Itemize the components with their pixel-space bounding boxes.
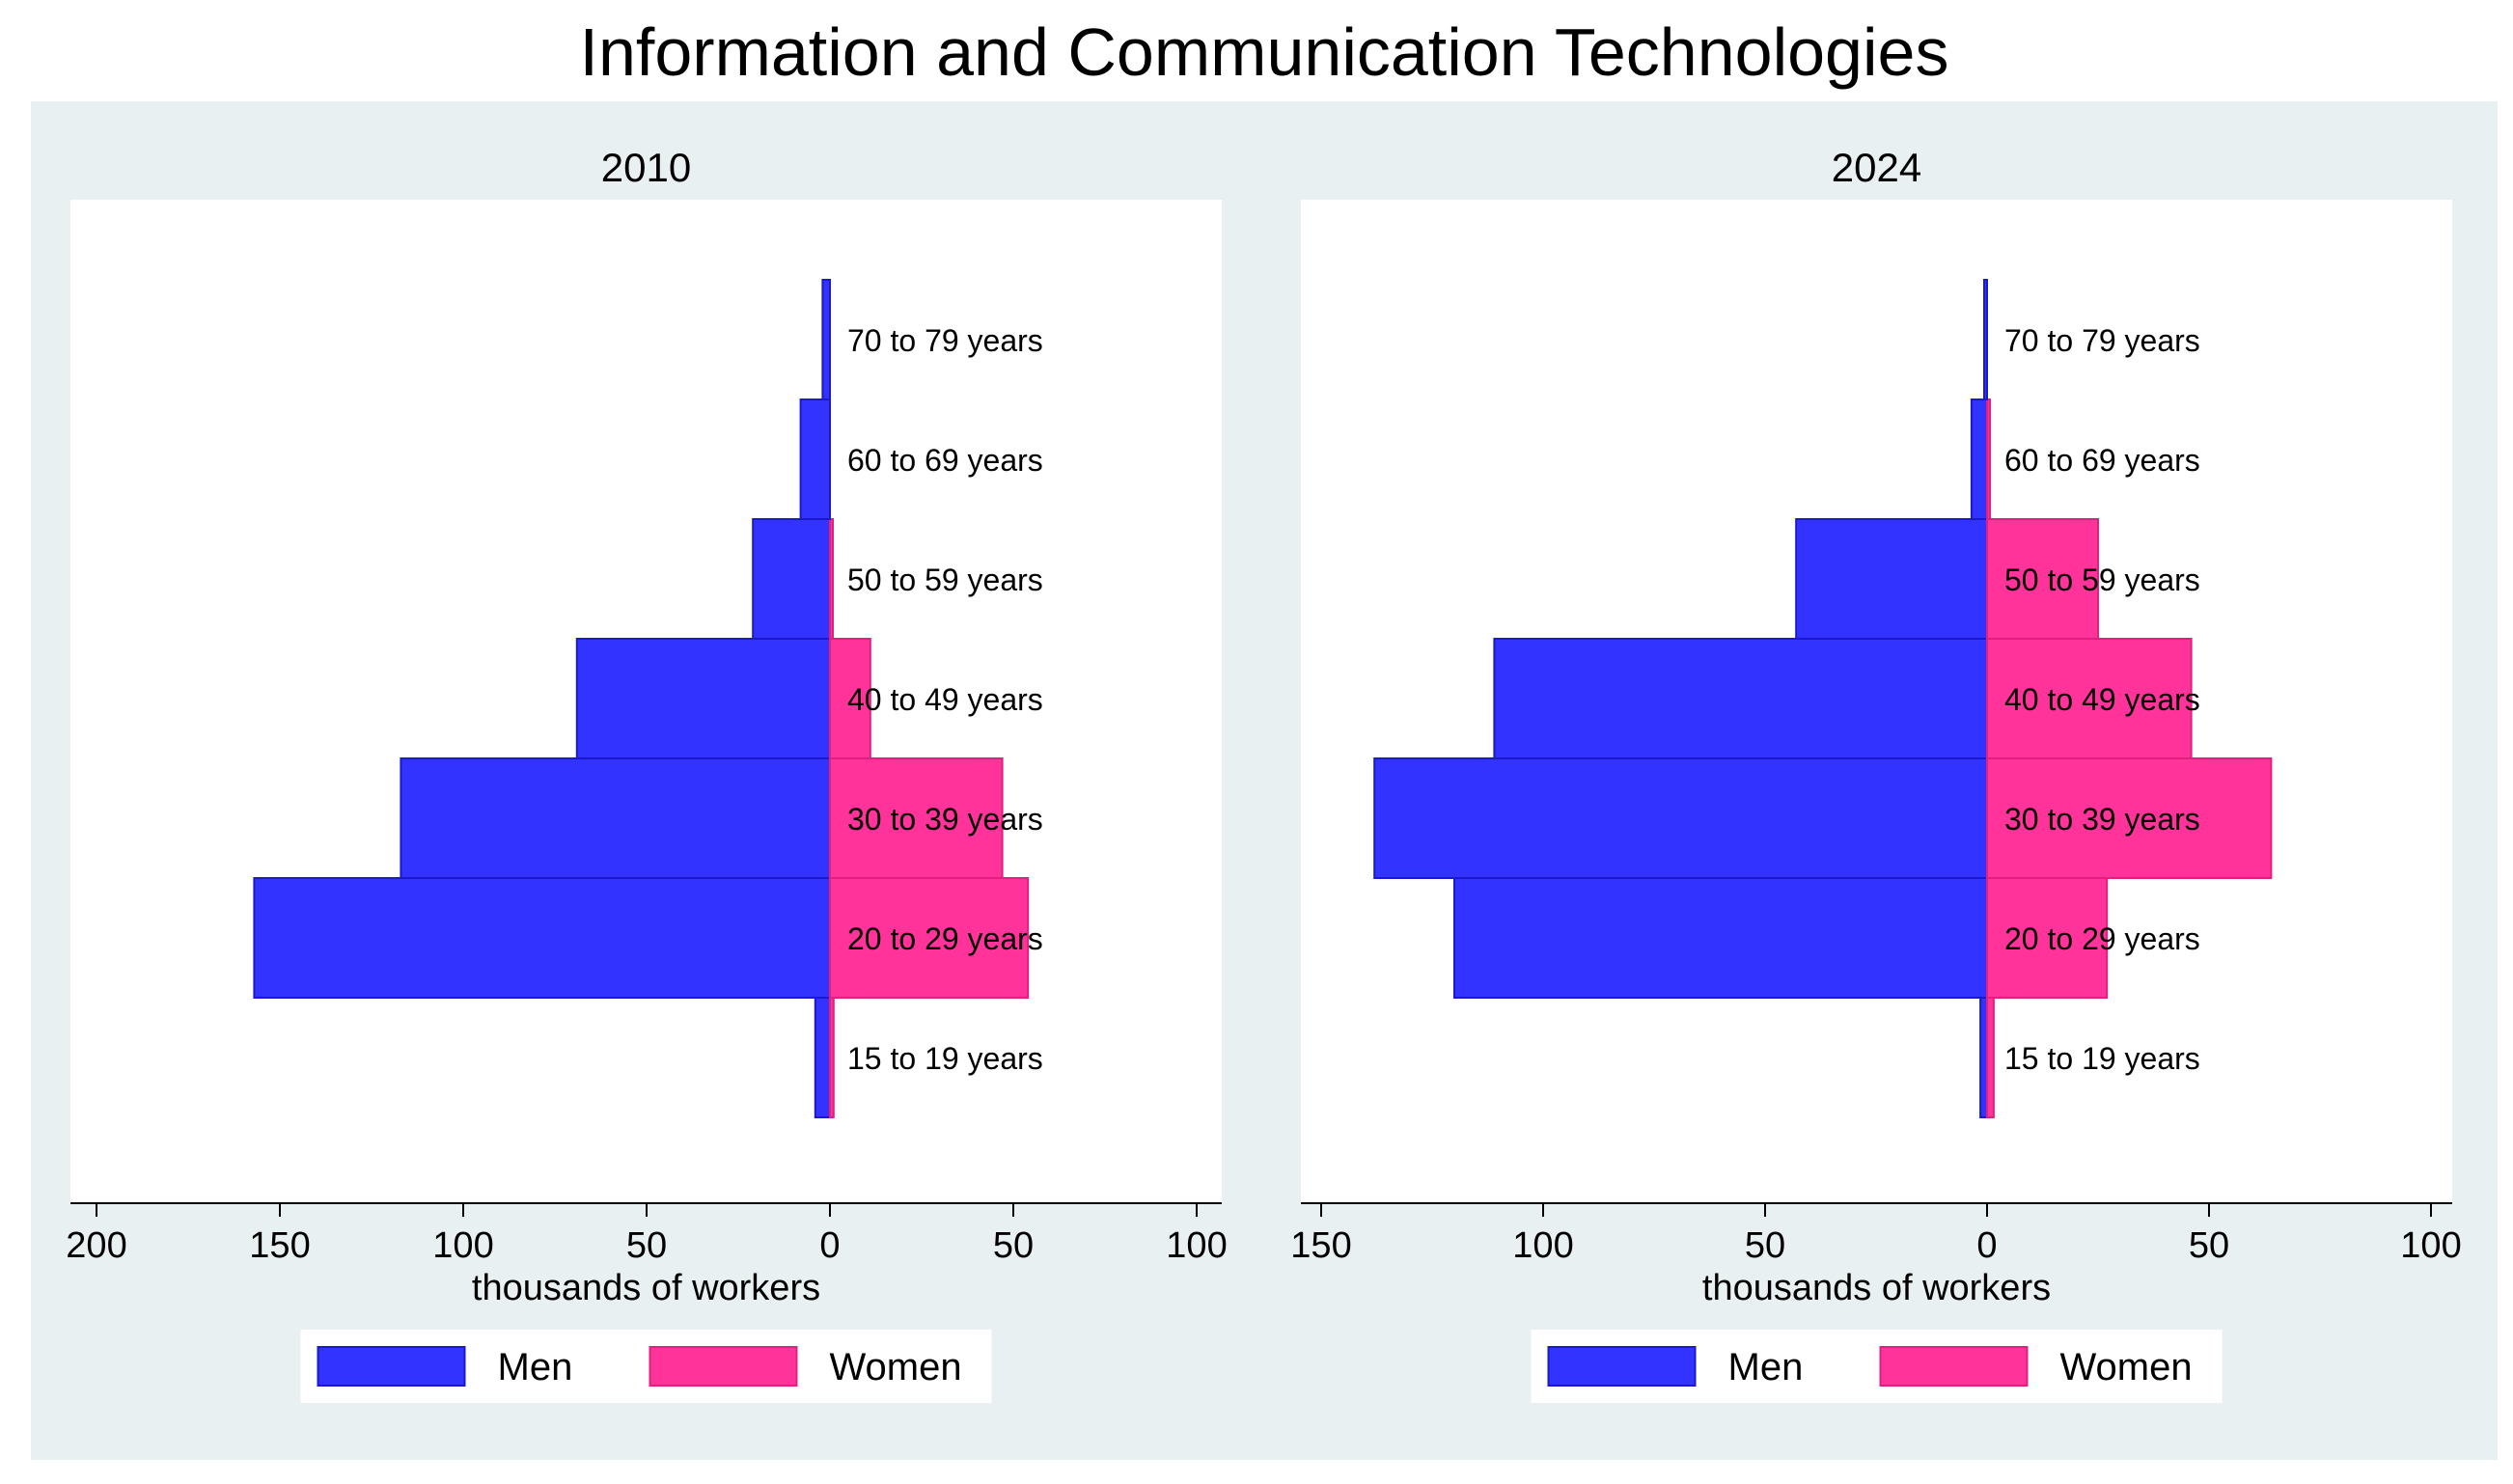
- category-label: 60 to 69 years: [847, 443, 1043, 478]
- x-tick-label: 100: [1166, 1225, 1227, 1266]
- category-label: 30 to 39 years: [2004, 802, 2200, 837]
- legend-swatch-women: [1879, 1346, 2029, 1387]
- category-label: 70 to 79 years: [847, 323, 1043, 358]
- bar-men-70-to-79-years: [1983, 279, 1988, 400]
- bar-women-60-to-69-years: [1986, 398, 1991, 520]
- legend-label-men: Men: [1728, 1346, 1804, 1388]
- x-tick-label: 150: [1290, 1225, 1351, 1266]
- bar-men-30-to-39-years: [1373, 757, 1988, 879]
- bar-men-50-to-59-years: [752, 518, 832, 640]
- x-tick-label: 50: [2189, 1225, 2229, 1266]
- category-label: 15 to 19 years: [847, 1041, 1043, 1076]
- x-axis-label: thousands of workers: [1702, 1268, 2051, 1308]
- legend-label-men: Men: [498, 1346, 573, 1388]
- category-label: 70 to 79 years: [2004, 323, 2200, 358]
- bar-men-15-to-19-years: [814, 997, 831, 1118]
- bar-men-40-to-49-years: [1493, 638, 1989, 759]
- x-tick-label: 50: [993, 1225, 1034, 1266]
- legend: Men Women: [300, 1330, 992, 1403]
- x-tick-label: 150: [249, 1225, 310, 1266]
- legend-swatch-women: [649, 1346, 798, 1387]
- bar-men-40-to-49-years: [575, 638, 831, 759]
- category-label: 50 to 59 years: [2004, 563, 2200, 597]
- legend: Men Women: [1531, 1330, 2223, 1403]
- bar-men-20-to-29-years: [253, 877, 831, 999]
- bar-women-15-to-19-years: [829, 997, 835, 1118]
- bar-women-30-to-39-years: [829, 757, 1004, 879]
- category-label: 40 to 49 years: [2004, 682, 2200, 717]
- legend-label-women: Women: [830, 1346, 962, 1388]
- legend-label-women: Women: [2060, 1346, 2193, 1388]
- bar-women-15-to-19-years: [1986, 997, 1995, 1118]
- bar-men-15-to-19-years: [1979, 997, 1989, 1118]
- bar-men-60-to-69-years: [799, 398, 831, 520]
- bar-women-50-to-59-years: [829, 518, 834, 640]
- category-label: 60 to 69 years: [2004, 443, 2200, 478]
- category-label: 20 to 29 years: [2004, 921, 2200, 956]
- panels: 2010 15 to 19 years 20 to 29 years 30 to 39…: [66, 145, 2462, 1403]
- category-label: 30 to 39 years: [847, 802, 1043, 837]
- x-tick-label: 100: [432, 1225, 493, 1266]
- bar-men-20-to-29-years: [1453, 877, 1988, 999]
- panel-title: 2024: [1832, 145, 1921, 190]
- legend-swatch-men: [317, 1346, 466, 1387]
- panel-2024: 2024 15 to 19 years 20 to 29 years 30 to 39…: [1290, 145, 2462, 1403]
- x-tick-label: 100: [2400, 1225, 2461, 1266]
- panel-title: 2010: [601, 145, 691, 190]
- x-tick-label: 50: [1745, 1225, 1785, 1266]
- bar-men-50-to-59-years: [1795, 518, 1988, 640]
- bar-men-30-to-39-years: [400, 757, 831, 879]
- category-label: 20 to 29 years: [847, 921, 1043, 956]
- bar-men-70-to-79-years: [821, 279, 832, 400]
- category-label: 40 to 49 years: [847, 682, 1043, 717]
- x-axis-label: thousands of workers: [472, 1268, 820, 1308]
- chart-title: Information and Communication Technologi…: [580, 14, 1949, 90]
- x-tick-label: 0: [1976, 1225, 1997, 1266]
- x-tick-label: 200: [66, 1225, 126, 1266]
- bar-women-40-to-49-years: [829, 638, 871, 759]
- panel-2010: 2010 15 to 19 years 20 to 29 years 30 to 39…: [66, 145, 1228, 1403]
- bar-men-60-to-69-years: [1970, 398, 1989, 520]
- x-tick-label: 50: [626, 1225, 667, 1266]
- bar-women-50-to-59-years: [1986, 518, 2099, 640]
- x-tick-label: 0: [819, 1225, 840, 1266]
- x-tick-label: 100: [1512, 1225, 1573, 1266]
- legend-swatch-men: [1547, 1346, 1697, 1387]
- category-label: 50 to 59 years: [847, 563, 1043, 597]
- bar-women-40-to-49-years: [1986, 638, 2193, 759]
- category-label: 15 to 19 years: [2004, 1041, 2200, 1076]
